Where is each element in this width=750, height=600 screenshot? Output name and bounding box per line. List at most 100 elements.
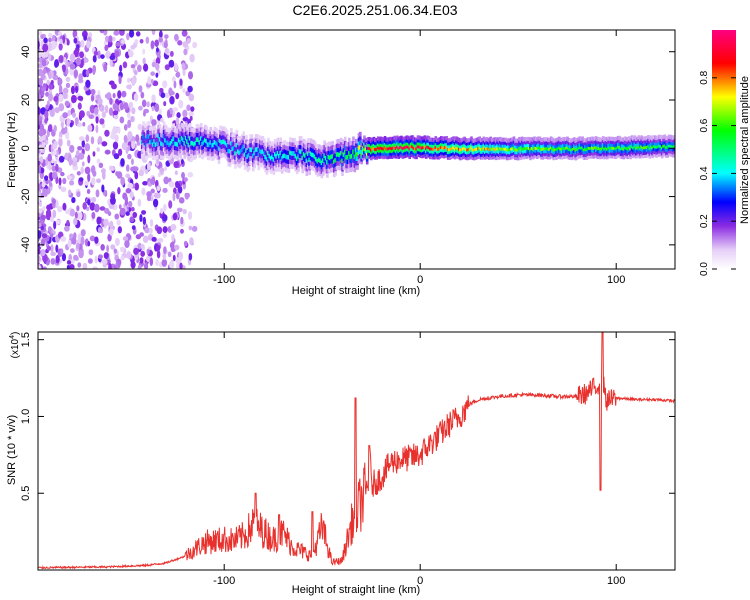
spectrogram-noise-cell (49, 109, 55, 117)
spectrogram-ridge-cell (515, 144, 519, 149)
spectrogram-ridge-cell (142, 138, 145, 144)
spectrogram-ridge-cell (188, 140, 192, 145)
spectrogram-ridge-cell (515, 147, 519, 152)
spectrogram-noise-cell (139, 257, 144, 264)
spectrogram-noise-cell (77, 146, 83, 151)
spectrogram-ridge-cell (374, 143, 377, 149)
spectrogram-noise-cell (89, 235, 96, 242)
spectrogram-ridge-cell (341, 149, 344, 154)
spectrogram-ridge-cell (401, 137, 405, 142)
spectrogram-ridge-cell (394, 151, 398, 156)
spectrogram-ridge-cell (545, 154, 549, 159)
spectrogram-ridge-cell (367, 139, 370, 145)
spectrogram-ridge-cell (391, 136, 395, 141)
spectrogram-ridge-cell (492, 143, 495, 148)
spectrogram-noise-cell (180, 159, 184, 165)
spectrogram-noise-cell (71, 112, 77, 118)
spectrogram-ridge-cell (671, 138, 675, 143)
spectrogram-noise-cell (76, 171, 81, 176)
spectrogram-ridge-cell (501, 140, 505, 145)
spectrogram-ridge-cell (455, 139, 458, 144)
spectrogram-ridge-cell (501, 149, 505, 154)
spectrogram-ridge-cell (165, 149, 169, 155)
spectrogram-ridge-cell (335, 143, 339, 148)
spectrogram-ridge-cell (420, 151, 424, 156)
spectrogram-ridge-cell (541, 146, 545, 151)
spectrogram-ridge-cell (379, 145, 383, 150)
spectrogram-noise-cell (115, 261, 119, 268)
spectrogram-ridge-cell (219, 138, 222, 144)
spectrogram-ridge-cell (300, 149, 303, 154)
spectrogram-ridge-cell (638, 145, 642, 150)
spectrogram-ridge-cell (438, 151, 442, 156)
spectrogram-ridge-cell (225, 156, 229, 161)
spectrogram-ridge-cell (142, 129, 145, 135)
spectrogram-ridge-cell (485, 148, 488, 153)
spectrogram-ridge-cell (149, 126, 152, 131)
spectrogram-noise-cell (71, 197, 76, 204)
spectrogram-noise-cell (83, 57, 89, 63)
spectrogram-ridge-cell (194, 154, 197, 159)
spectrogram-ridge-cell (629, 140, 632, 145)
spectrogram-ridge-cell (301, 146, 305, 152)
spectrogram-ridge-cell (442, 136, 446, 142)
spectrogram-ridge-cell (441, 150, 444, 156)
spectrogram-ridge-cell (287, 150, 291, 156)
spectrogram-ridge-cell (176, 138, 180, 143)
spectrogram-ridge-cell (438, 154, 442, 159)
spectrogram-ridge-cell (187, 147, 191, 152)
spectrogram-ridge-cell (409, 141, 413, 146)
spectrogram-ridge-cell (662, 143, 665, 148)
spectrogram-ridge-cell (198, 127, 202, 132)
spectrogram-noise-cell (50, 251, 57, 257)
spectrogram-ridge-cell (493, 140, 497, 145)
spectrogram-ridge-cell (380, 148, 384, 153)
spectrogram-ridge-cell (618, 135, 621, 141)
spectrogram-noise-cell (74, 117, 79, 125)
spectrogram-ridge-cell (239, 153, 243, 158)
spectrogram-noise-cell (66, 219, 70, 226)
spectrogram-ridge-cell (184, 136, 188, 141)
spectrogram-ridge-cell (664, 138, 668, 144)
spectrogram-ridge-cell (633, 138, 637, 143)
spectrogram-ridge-cell (305, 158, 309, 163)
spectrogram-ridge-cell (184, 149, 188, 154)
spectrogram-ridge-cell (534, 145, 538, 150)
spectrogram-noise-cell (174, 244, 180, 251)
spectrogram-ridge-cell (331, 162, 335, 168)
spectrogram-ridge-cell (645, 141, 649, 147)
spectrogram-ridge-cell (394, 148, 398, 153)
spectrogram-ridge-cell (625, 136, 628, 142)
spectrogram-ridge-cell (467, 143, 471, 149)
spectrogram-ridge-cell (246, 149, 250, 155)
spectrogram-ridge-cell (474, 152, 477, 157)
spectrogram-ridge-cell (169, 150, 173, 155)
spectrogram-ridge-cell (306, 156, 310, 161)
spectrogram-ridge-cell (625, 151, 628, 156)
spectrogram-ridge-cell (638, 154, 642, 159)
spectrogram-ridge-cell (171, 152, 174, 157)
spectrogram-ridge-cell (361, 150, 365, 155)
spectrogram-ridge-cell (371, 146, 374, 151)
spectrogram-ridge-cell (468, 137, 472, 143)
spectrogram-ridge-cell (265, 152, 269, 157)
spectrogram-noise-cell (54, 107, 60, 114)
spectrogram-x-tick-label: -100 (213, 274, 235, 286)
spectrogram-ridge-cell (364, 155, 368, 160)
spectrogram-ridge-cell (264, 150, 267, 155)
spectrogram-ridge-cell (571, 137, 575, 143)
spectrogram-ridge-cell (363, 147, 366, 152)
spectrogram-ridge-cell (206, 151, 210, 156)
spectrogram-ridge-cell (153, 152, 156, 157)
spectrogram-ridge-cell (508, 147, 512, 152)
spectrogram-ridge-cell (217, 155, 221, 160)
spectrogram-ridge-cell (664, 136, 668, 141)
spectrogram-ridge-cell (408, 154, 412, 160)
spectrogram-ridge-cell (356, 152, 359, 157)
spectrogram-ridge-cell (236, 144, 240, 150)
spectrogram-ridge-cell (405, 152, 409, 158)
spectrogram-ridge-cell (313, 163, 317, 168)
spectrogram-ridge-cell (430, 137, 433, 142)
spectrogram-ridge-cell (326, 146, 329, 152)
spectrogram-ridge-cell (573, 154, 576, 159)
